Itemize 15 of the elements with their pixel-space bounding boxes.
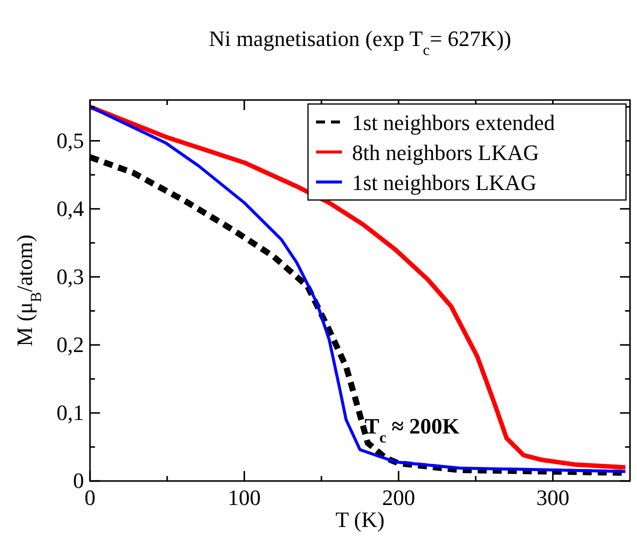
y-tick-label: 0,5 [56, 128, 84, 153]
legend-label: 8th neighbors LKAG [352, 140, 540, 165]
x-tick-label: 200 [382, 485, 416, 510]
y-tick-label: 0,4 [56, 196, 84, 221]
y-tick-label: 0 [73, 468, 84, 493]
x-tick-label: 300 [536, 485, 570, 510]
y-tick-label: 0,2 [56, 332, 84, 357]
chart-title: Ni magnetisation (exp T$_{c}$= 627K)) [208, 26, 512, 58]
x-tick-label: 100 [228, 485, 261, 510]
y-tick-label: 0,3 [56, 264, 84, 289]
x-axis-title: T (K) [335, 507, 385, 532]
legend-label: 1st neighbors LKAG [352, 170, 537, 195]
annotation: T$_{c}$ ≈ 200K [364, 413, 460, 446]
y-tick-label: 0,1 [56, 400, 84, 425]
legend-label: 1st neighbors extended [352, 110, 555, 135]
